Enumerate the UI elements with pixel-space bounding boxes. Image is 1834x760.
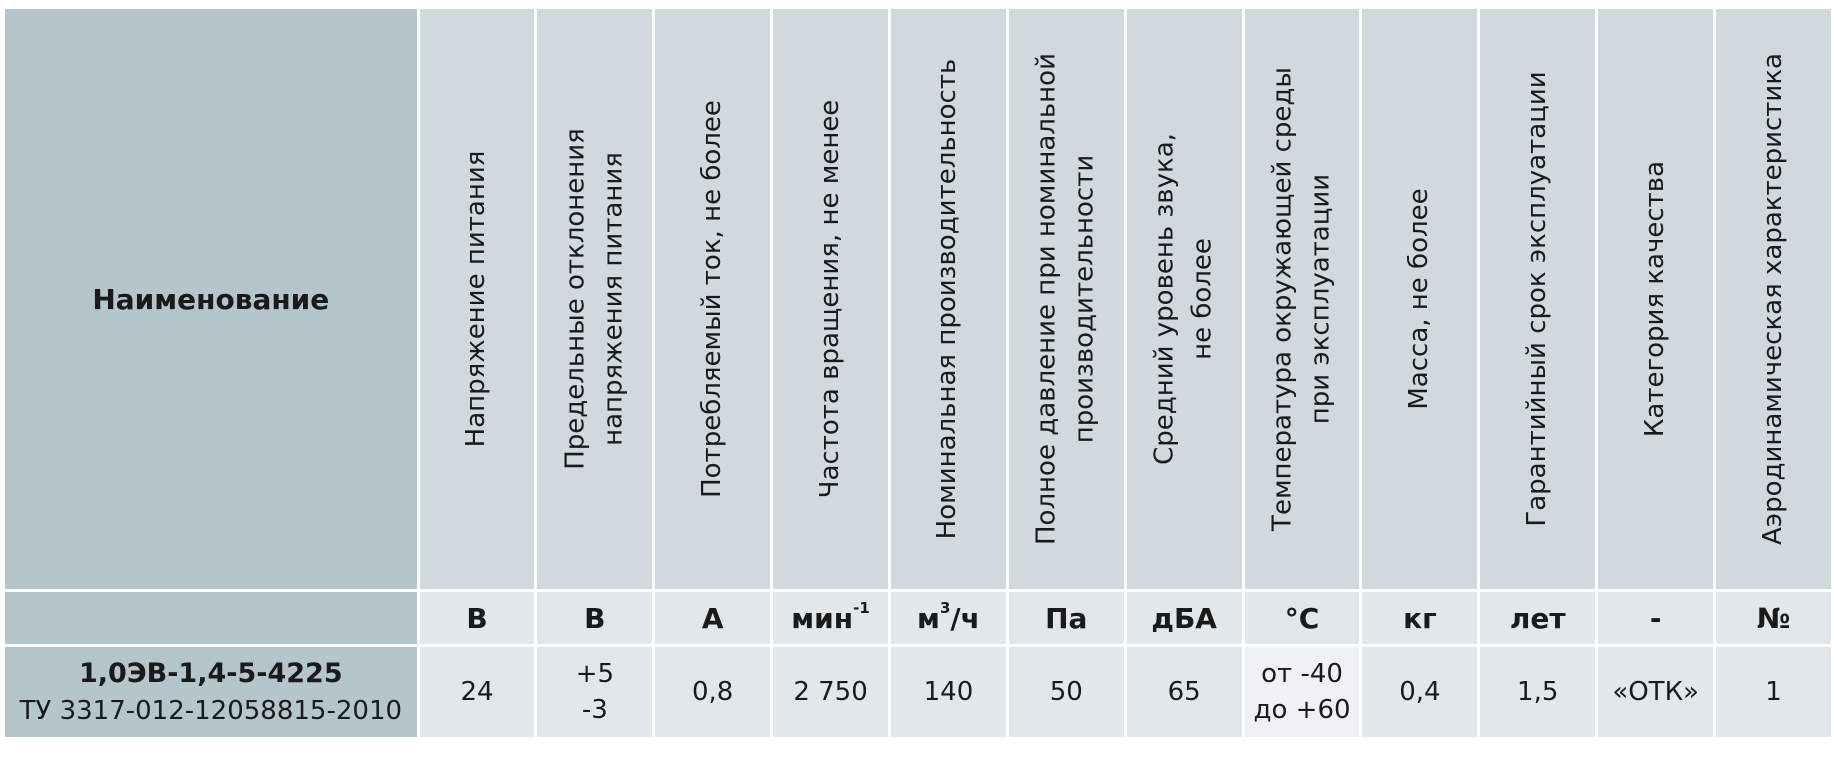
header-current: Потребляемый ток, не более — [655, 9, 771, 589]
value-current: 0,8 — [655, 647, 771, 737]
header-pressure: Полное давление при номинальной производ… — [1008, 9, 1124, 589]
table-row: 1,0ЭВ-1,4-5-4225 ТУ 3317-012-12058815-20… — [5, 647, 1831, 737]
value-pressure: 50 — [1008, 647, 1124, 737]
unit-voltage-deviation: В — [537, 592, 653, 644]
header-row: Наименование Напряжение питания Предельн… — [5, 9, 1831, 589]
header-flow-rate: Номинальная производительность — [891, 9, 1006, 589]
value-mass: 0,4 — [1362, 647, 1478, 737]
value-warranty: 1,5 — [1480, 647, 1596, 737]
value-rotation-speed: 2 750 — [773, 647, 889, 737]
name-column-header: Наименование — [5, 9, 417, 589]
header-mass: Масса, не более — [1362, 9, 1478, 589]
unit-flow-rate: м3/ч — [891, 592, 1006, 644]
value-aero-characteristic: 1 — [1716, 647, 1831, 737]
unit-quality-category: - — [1598, 592, 1714, 644]
units-row: В В А мин-1 м3/ч Па дБА °С кг лет - № — [5, 592, 1831, 644]
product-name-cell: 1,0ЭВ-1,4-5-4225 ТУ 3317-012-12058815-20… — [5, 647, 417, 737]
unit-pressure: Па — [1008, 592, 1124, 644]
header-aero-characteristic: Аэродинамическая характеристика — [1716, 9, 1831, 589]
name-unit-blank — [5, 592, 417, 644]
product-spec-code: ТУ 3317-012-12058815-2010 — [19, 695, 403, 726]
value-noise-level: 65 — [1126, 647, 1242, 737]
unit-rotation-speed: мин-1 — [773, 592, 889, 644]
unit-current: А — [655, 592, 771, 644]
header-voltage-deviation: Предельные отклонения напряжения питания — [537, 9, 653, 589]
unit-voltage: В — [419, 592, 535, 644]
value-voltage: 24 — [419, 647, 535, 737]
header-warranty: Гарантийный срок эксплуатации — [1480, 9, 1596, 589]
unit-noise-level: дБА — [1126, 592, 1242, 644]
value-temperature: от -40 до +60 — [1244, 647, 1360, 737]
header-voltage: Напряжение питания — [419, 9, 535, 589]
header-quality-category: Категория качества — [1598, 9, 1714, 589]
unit-warranty: лет — [1480, 592, 1596, 644]
header-temperature: Температура окружающей среды при эксплуа… — [1244, 9, 1360, 589]
unit-mass: кг — [1362, 592, 1478, 644]
unit-aero-characteristic: № — [1716, 592, 1831, 644]
product-model: 1,0ЭВ-1,4-5-4225 — [79, 657, 343, 689]
value-flow-rate: 140 — [891, 647, 1006, 737]
header-rotation-speed: Частота вращения, не менее — [773, 9, 889, 589]
value-voltage-deviation: +5 -3 — [537, 647, 653, 737]
specifications-table: Наименование Напряжение питания Предельн… — [2, 6, 1834, 740]
unit-temperature: °С — [1244, 592, 1360, 644]
value-quality-category: «ОТК» — [1598, 647, 1714, 737]
header-noise-level: Средний уровень звука, не более — [1126, 9, 1242, 589]
